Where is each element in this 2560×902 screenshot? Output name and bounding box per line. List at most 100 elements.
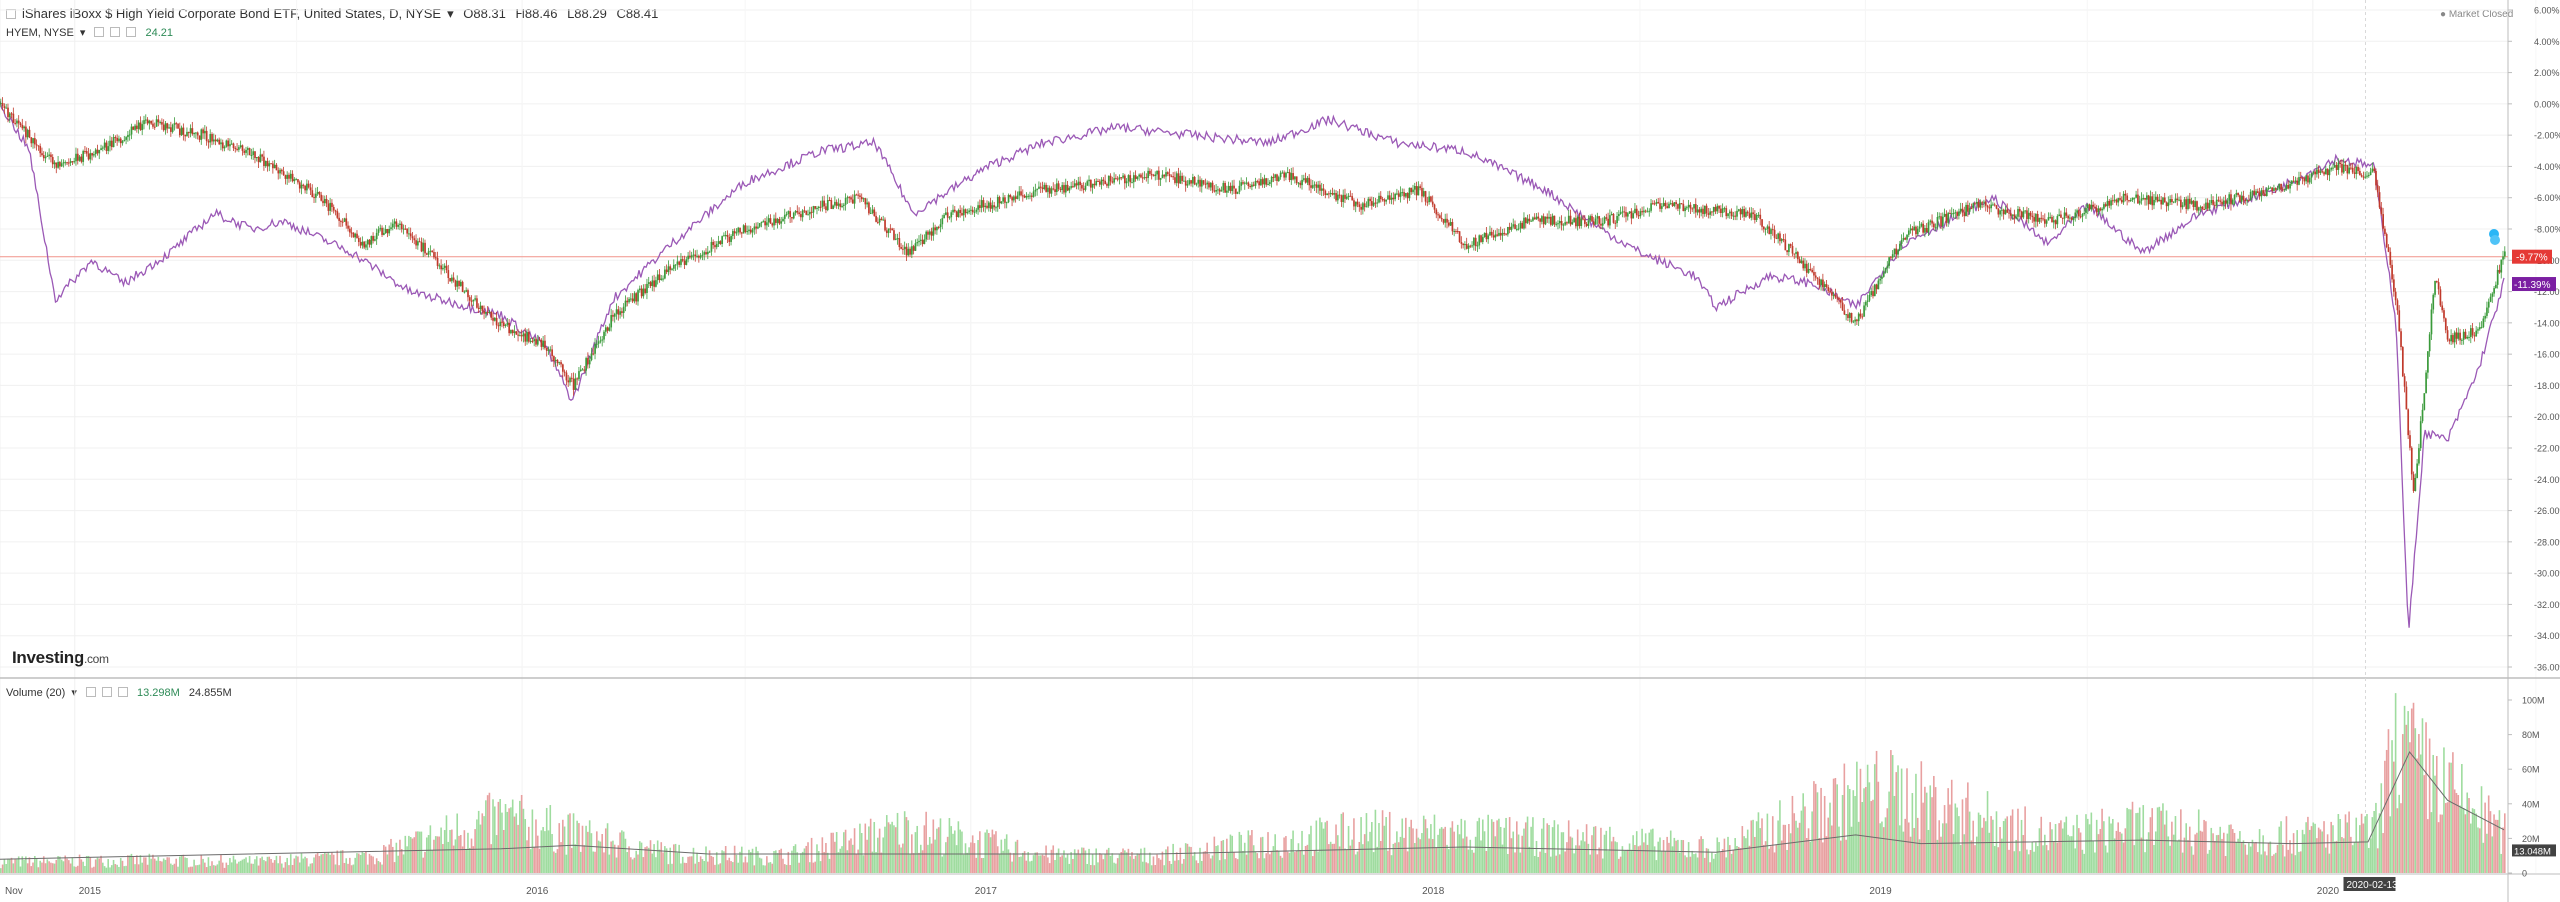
candle-body <box>1612 213 1615 223</box>
candle-body <box>1856 319 1858 322</box>
candle-body <box>1460 241 1463 244</box>
volume-bar <box>502 829 505 873</box>
candle-body <box>1034 189 1037 192</box>
candle-body <box>975 209 978 212</box>
candle-body <box>1159 178 1162 180</box>
volume-bar <box>89 857 92 873</box>
candle-body <box>1206 182 1209 185</box>
volume-bar <box>1961 799 1964 873</box>
candle-body <box>338 217 340 221</box>
settings-icon[interactable] <box>101 687 112 697</box>
dropdown-icon[interactable]: ▾ <box>71 687 77 699</box>
volume-bar <box>615 857 618 873</box>
volume-bar <box>1013 853 1015 873</box>
volume-bar <box>1269 854 1271 873</box>
candle-body <box>1022 195 1024 197</box>
candle-body <box>1303 178 1305 180</box>
volume-bar <box>402 854 405 873</box>
volume-bar <box>1172 843 1174 873</box>
volume-bar <box>275 855 278 873</box>
close-icon[interactable] <box>126 27 137 37</box>
candle-body <box>896 238 899 240</box>
candle-body <box>1533 217 1536 220</box>
candle-body <box>2446 330 2449 340</box>
candle-body <box>1798 259 1801 264</box>
candle-body <box>891 228 894 231</box>
candle-body <box>1183 180 1185 182</box>
compare-value: 24.21 <box>145 27 174 39</box>
candle-body <box>1245 182 1248 184</box>
compare-symbol: HYEM, NYSE <box>6 27 74 39</box>
candle-body <box>1596 216 1599 219</box>
volume-bar <box>1311 856 1314 873</box>
candle-body <box>2285 184 2288 190</box>
volume-bar <box>71 857 74 873</box>
candle-body <box>350 232 353 234</box>
candle-body <box>2063 212 2066 219</box>
volume-bar <box>365 851 367 873</box>
candle-body <box>1657 201 1660 204</box>
volume-bar <box>1539 851 1541 873</box>
price-tick-label: -24.00% <box>2534 475 2560 485</box>
candle-body <box>1292 173 1294 180</box>
volume-bar <box>1893 795 1896 873</box>
candle-body <box>62 162 65 164</box>
candle-body <box>2357 166 2359 171</box>
candle-body <box>116 137 119 142</box>
close-icon[interactable] <box>117 687 128 697</box>
candle-body <box>1852 321 1855 323</box>
candle-body <box>320 194 323 201</box>
candle-body <box>757 226 759 229</box>
candle-body <box>696 255 698 257</box>
candle-body <box>1888 257 1890 266</box>
candle-body <box>2190 200 2193 204</box>
volume-bar <box>1791 795 1794 873</box>
eye-icon[interactable] <box>94 27 105 37</box>
eye-icon[interactable] <box>85 687 96 697</box>
candle-body <box>123 139 126 141</box>
volume-bar <box>2264 851 2266 873</box>
candle-body <box>1129 175 1132 183</box>
volume-bar <box>361 852 364 873</box>
volume-bar <box>116 864 118 873</box>
volume-bar <box>1673 837 1676 873</box>
candle-body <box>329 202 332 211</box>
volume-bar <box>1839 840 1842 873</box>
volume-bar <box>950 826 953 873</box>
candle-body <box>1072 186 1074 188</box>
volume-bar <box>776 853 779 873</box>
volume-bar <box>331 852 333 873</box>
candle-body <box>2376 185 2379 193</box>
volume-bar <box>1700 836 1702 873</box>
candle-body <box>2466 336 2469 339</box>
volume-bar <box>2092 840 2094 873</box>
volume-bar <box>1802 793 1804 873</box>
candle-body <box>1694 204 1697 213</box>
candle-body <box>821 200 824 207</box>
candle-body <box>352 232 355 238</box>
candle-body <box>894 238 897 240</box>
volume-bar <box>2403 705 2406 873</box>
candle-body <box>721 236 724 244</box>
candle-body <box>2097 208 2100 213</box>
candle-body <box>1360 206 1362 210</box>
volume-bar <box>191 866 194 873</box>
candle-body <box>782 218 784 222</box>
volume-bar <box>2027 854 2030 873</box>
volume-bar <box>1569 836 1572 873</box>
volume-bar <box>640 842 643 873</box>
volume-bar <box>1857 821 1860 873</box>
volume-bar <box>1728 845 1731 873</box>
candle-body <box>1224 182 1226 193</box>
candle-body <box>1211 182 1214 191</box>
volume-bar <box>2083 853 2085 873</box>
candle-body <box>87 153 90 160</box>
settings-icon[interactable] <box>110 27 121 37</box>
volume-bar <box>662 852 664 873</box>
dropdown-icon[interactable]: ▾ <box>447 6 454 21</box>
dropdown-icon[interactable]: ▾ <box>79 27 86 39</box>
candle-body <box>680 259 682 265</box>
candle-body <box>2299 177 2302 179</box>
volume-bar <box>1993 846 1996 873</box>
